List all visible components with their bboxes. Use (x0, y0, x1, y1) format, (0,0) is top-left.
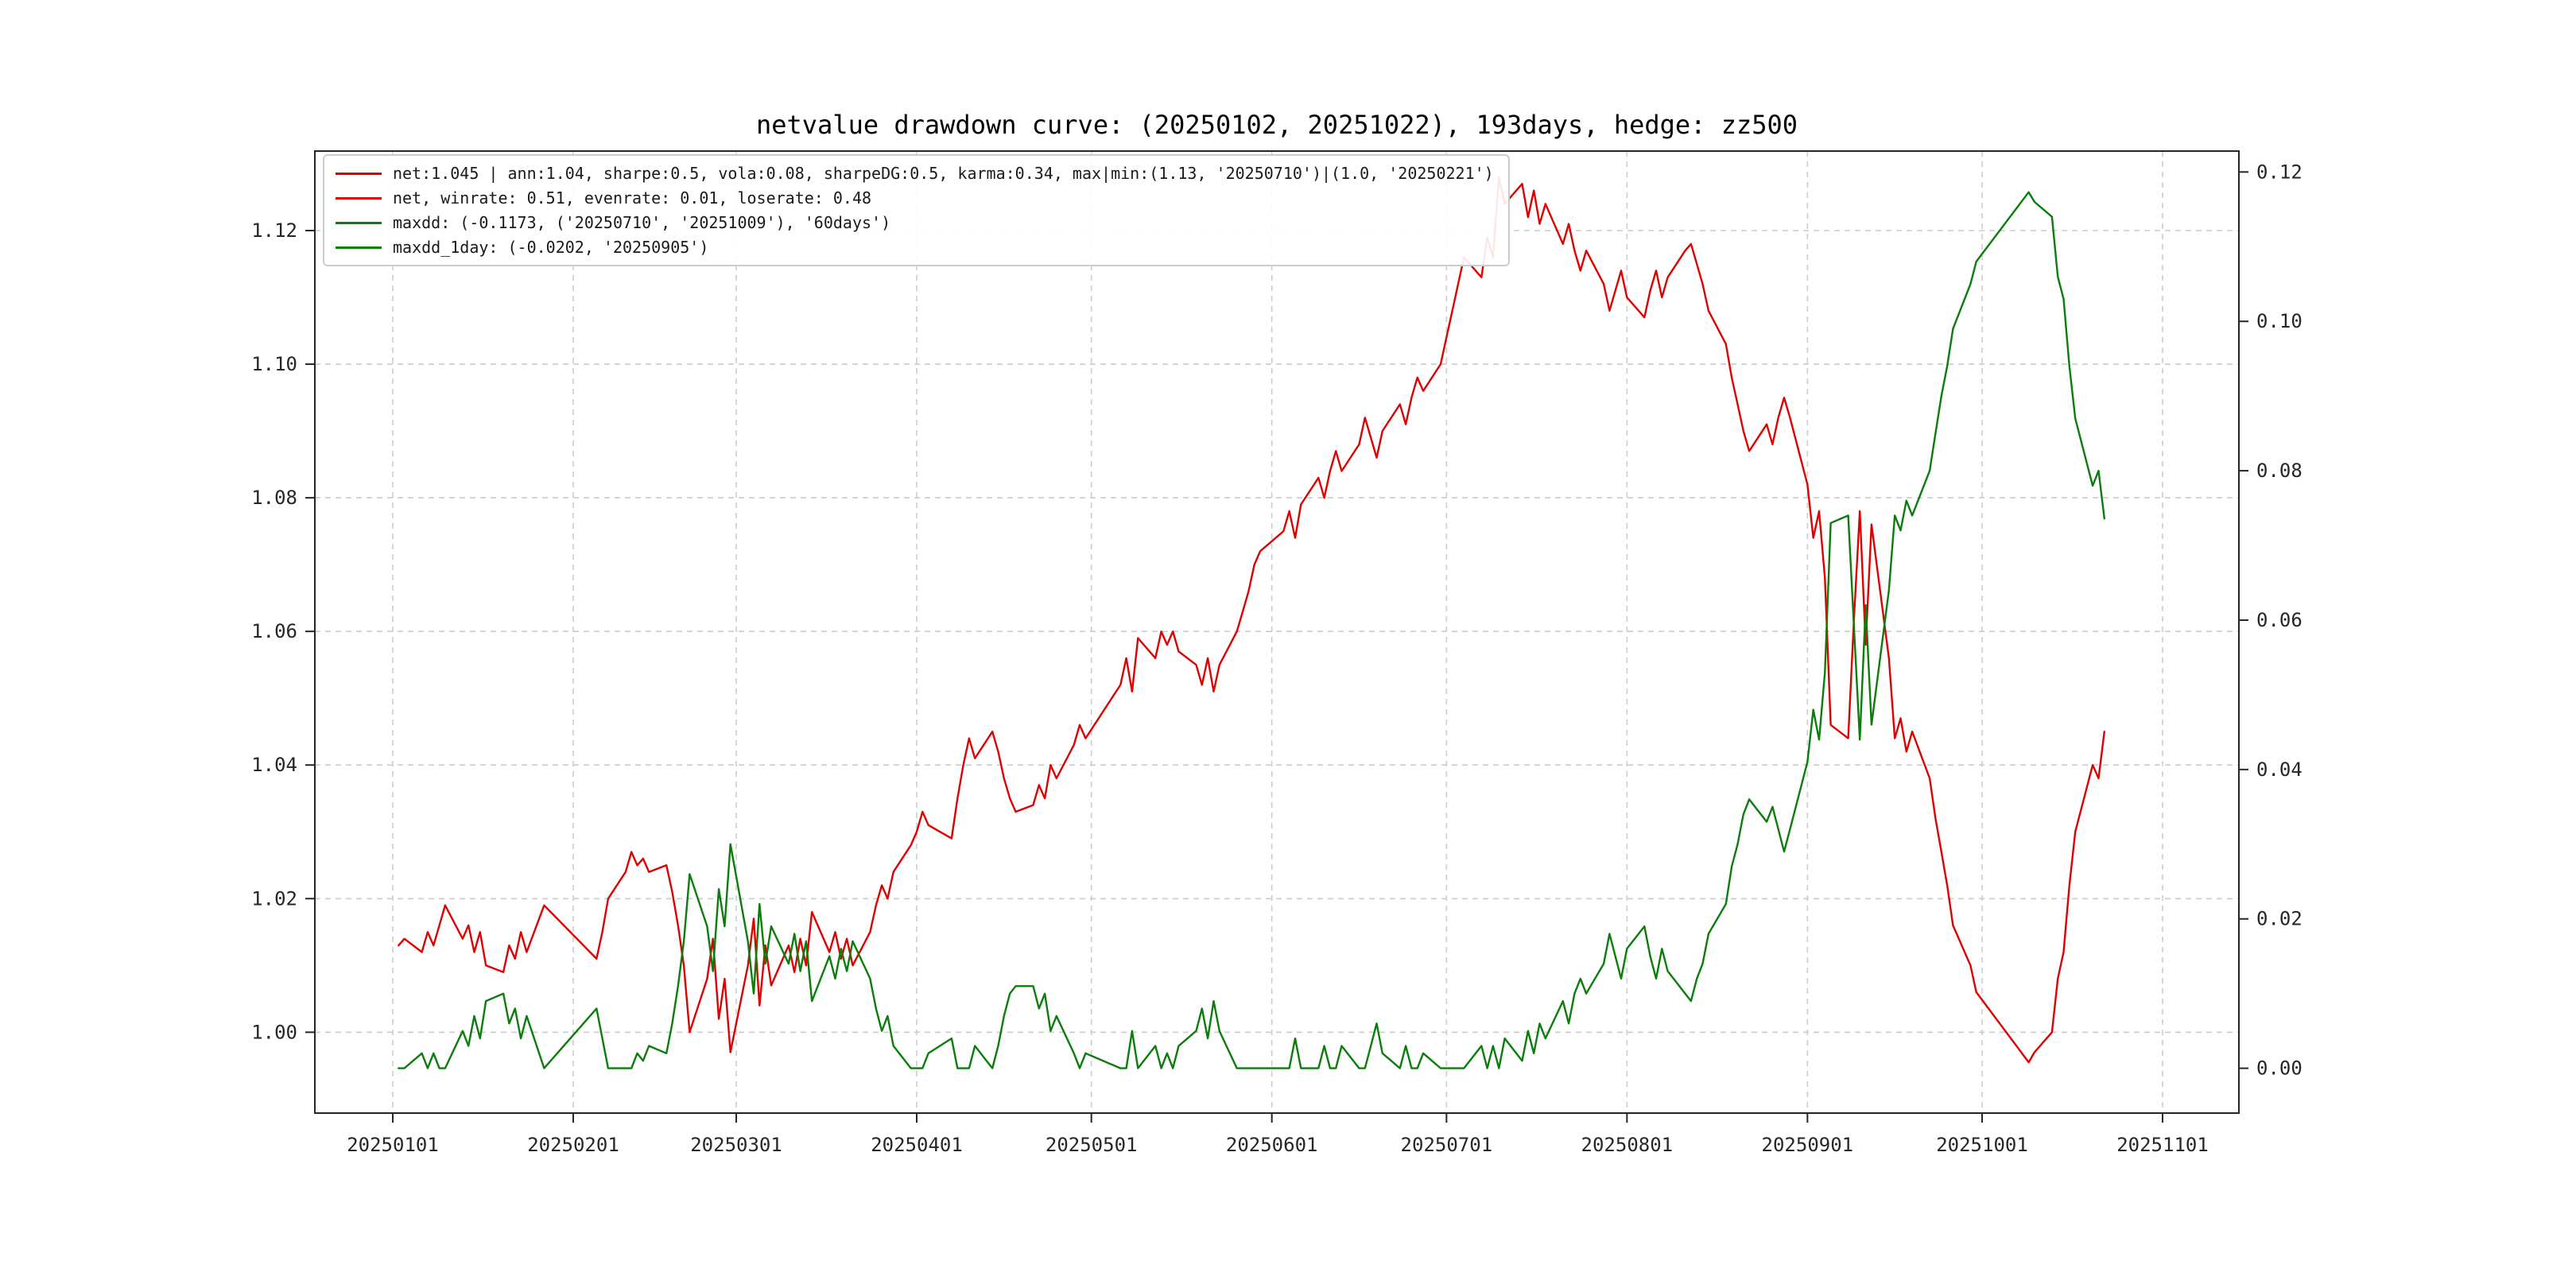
right-y-tick-label: 0.06 (2256, 609, 2302, 631)
x-tick-label: 20250201 (527, 1134, 619, 1156)
left-y-tick-label: 1.04 (251, 754, 297, 776)
x-tick-label: 20250401 (871, 1134, 963, 1156)
right-y-tick-label: 0.04 (2256, 758, 2302, 781)
right-y-tick-label: 0.12 (2256, 161, 2302, 183)
legend-label: maxdd: (-0.1173, ('20250710', '20251009'… (393, 213, 891, 232)
legend-item-maxdd-1day: maxdd_1day: (-0.0202, '20250905') (336, 238, 1494, 257)
x-tick-label: 20250501 (1046, 1134, 1138, 1156)
x-tick-label: 20251001 (1936, 1134, 2028, 1156)
net-line-sample (336, 196, 382, 200)
legend-label: net, winrate: 0.51, evenrate: 0.01, lose… (393, 188, 872, 208)
legend: net:1.045 | ann:1.04, sharpe:0.5, vola:0… (323, 154, 1510, 266)
axes-box (314, 150, 2240, 1114)
left-y-tick-label: 1.10 (251, 353, 297, 375)
x-tick-label: 20250301 (690, 1134, 782, 1156)
right-y-tick-label: 0.02 (2256, 908, 2302, 930)
x-tick-label: 20251101 (2116, 1134, 2209, 1156)
right-y-tick-label: 0.10 (2256, 310, 2302, 332)
x-tick-label: 20250601 (1226, 1134, 1318, 1156)
right-y-tick-label: 0.08 (2256, 460, 2302, 482)
maxdd-line-sample (336, 221, 382, 224)
legend-label: maxdd_1day: (-0.0202, '20250905') (393, 238, 709, 257)
left-y-tick-label: 1.06 (251, 620, 297, 642)
maxdd-curve (398, 191, 2105, 1069)
legend-item-maxdd: maxdd: (-0.1173, ('20250710', '20251009'… (336, 213, 1494, 232)
legend-label: net:1.045 | ann:1.04, sharpe:0.5, vola:0… (393, 164, 1494, 183)
x-tick-label: 20250801 (1581, 1134, 1674, 1156)
x-tick-label: 20250901 (1762, 1134, 1854, 1156)
left-y-tick-label: 1.08 (251, 487, 297, 509)
left-y-tick-label: 1.02 (251, 887, 297, 910)
x-tick-label: 20250101 (347, 1134, 439, 1156)
x-tick-label: 20250701 (1401, 1134, 1493, 1156)
chart-title: netvalue drawdown curve: (20250102, 2025… (755, 110, 1798, 140)
left-y-tick-label: 1.00 (251, 1021, 297, 1043)
net-curve (398, 176, 2105, 1064)
right-y-tick-label: 0.00 (2256, 1057, 2302, 1080)
net-line-sample (336, 172, 382, 175)
legend-item-net-rates: net, winrate: 0.51, evenrate: 0.01, lose… (336, 188, 1494, 208)
legend-item-net-stats: net:1.045 | ann:1.04, sharpe:0.5, vola:0… (336, 164, 1494, 183)
maxdd-1day-line-sample (336, 246, 382, 249)
left-y-tick-label: 1.12 (251, 219, 297, 242)
